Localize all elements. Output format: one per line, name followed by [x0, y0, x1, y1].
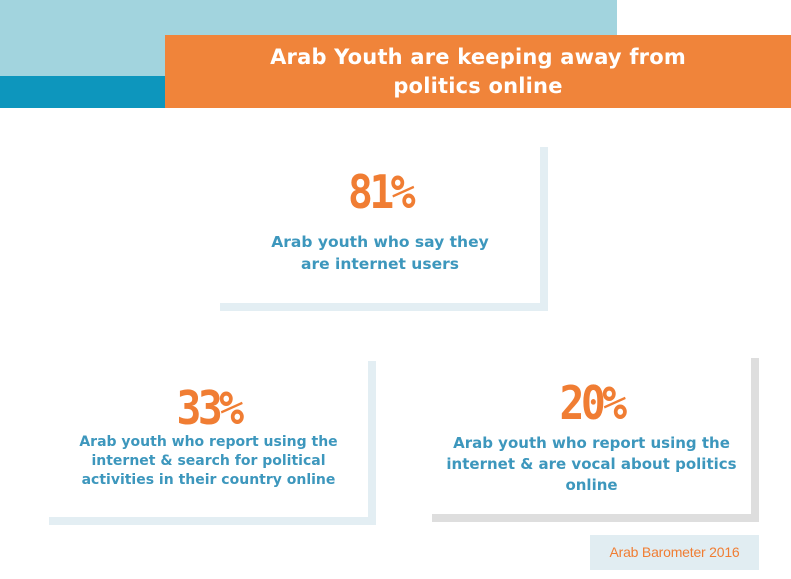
stat-description: Arab youth who report using the internet…	[79, 434, 338, 488]
card-shadow-bottom	[432, 514, 759, 522]
card-shadow-bottom	[220, 303, 548, 311]
card-shadow-right	[540, 147, 548, 311]
stat-description: Arab youth who say they are internet use…	[271, 233, 489, 273]
title-banner: Arab Youth are keeping away from politic…	[165, 35, 791, 108]
card-shadow-right	[368, 361, 376, 525]
stat-description: Arab youth who report using the internet…	[446, 434, 737, 494]
page-title: Arab Youth are keeping away from politic…	[270, 44, 686, 98]
stat-value: 20%	[559, 376, 628, 430]
source-label: Arab Barometer 2016	[590, 535, 759, 570]
stat-value: 81%	[348, 165, 416, 219]
card-shadow-bottom	[49, 517, 376, 525]
stat-card-political-search: 33% Arab youth who report using the inte…	[49, 361, 376, 525]
header-decor-dark	[0, 76, 165, 108]
stat-card-vocal-politics: 20% Arab youth who report using the inte…	[432, 358, 759, 522]
card-shadow-right	[751, 358, 759, 522]
stat-value: 33%	[176, 381, 245, 435]
stat-card-internet-users: 81% Arab youth who say they are internet…	[220, 147, 548, 311]
